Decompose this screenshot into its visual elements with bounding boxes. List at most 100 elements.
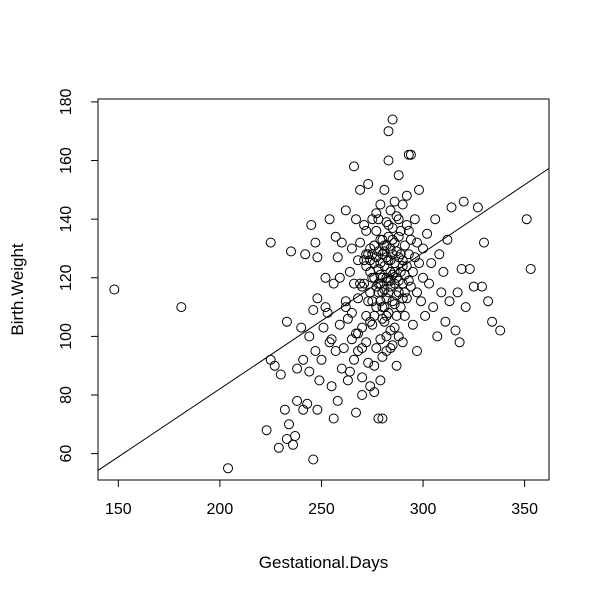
- data-point: [387, 234, 398, 245]
- data-point: [403, 275, 414, 286]
- data-point: [440, 316, 451, 327]
- y-tick-label: 140: [58, 206, 75, 233]
- data-point: [353, 255, 363, 266]
- data-point: [281, 434, 292, 444]
- x-axis: 150 200 250 300 350: [105, 479, 538, 518]
- data-point: [379, 246, 390, 257]
- data-point: [414, 184, 424, 195]
- data-point: [483, 296, 494, 307]
- data-point: [420, 310, 431, 321]
- data-point: [472, 202, 483, 213]
- data-point: [487, 316, 498, 327]
- data-point: [432, 331, 443, 342]
- data-point: [403, 249, 414, 260]
- data-point: [334, 272, 345, 283]
- data-point: [308, 454, 319, 465]
- regression-line: [97, 167, 550, 471]
- data-point: [418, 272, 428, 283]
- data-point: [405, 281, 416, 292]
- data-point: [389, 266, 400, 277]
- data-point: [477, 281, 487, 292]
- x-axis-label: Gestational.Days: [259, 553, 388, 572]
- data-point: [324, 214, 335, 225]
- data-point: [412, 237, 422, 248]
- data-point: [300, 249, 311, 260]
- data-point: [456, 264, 467, 274]
- data-point: [373, 413, 384, 424]
- data-point: [391, 211, 402, 222]
- data-point: [346, 243, 357, 254]
- data-point: [330, 231, 341, 242]
- data-point: [365, 266, 376, 277]
- data-point: [320, 272, 331, 283]
- data-point: [261, 425, 272, 436]
- data-point: [275, 369, 286, 380]
- data-point: [377, 313, 388, 324]
- data-point: [397, 261, 408, 272]
- data-point: [416, 296, 426, 307]
- data-point: [269, 360, 280, 371]
- data-point: [403, 225, 414, 236]
- data-point: [436, 287, 447, 298]
- y-axis: 60 80 100 120 140 160 180: [58, 88, 99, 463]
- data-point: [357, 390, 368, 400]
- data-point: [452, 287, 463, 298]
- data-point: [332, 395, 343, 406]
- data-point: [109, 284, 120, 295]
- y-tick-label: 60: [58, 445, 75, 463]
- data-point: [401, 220, 412, 230]
- data-point: [393, 214, 404, 225]
- data-point: [405, 149, 416, 160]
- data-point: [385, 325, 396, 336]
- y-tick-label: 180: [58, 88, 75, 115]
- data-point: [359, 255, 370, 266]
- data-point: [385, 275, 396, 286]
- data-point: [424, 278, 435, 289]
- data-point: [375, 334, 386, 345]
- data-point: [428, 302, 439, 313]
- data-point: [458, 196, 469, 207]
- data-point: [284, 419, 294, 430]
- data-point: [306, 220, 317, 230]
- data-point: [357, 343, 368, 354]
- x-tick-label: 150: [105, 501, 132, 518]
- y-tick-label: 100: [58, 323, 75, 350]
- data-point: [340, 205, 351, 216]
- data-point: [265, 237, 276, 248]
- data-point: [446, 202, 457, 213]
- data-point: [379, 184, 390, 195]
- data-point: [346, 307, 357, 318]
- data-point: [393, 170, 404, 181]
- data-point: [387, 340, 398, 351]
- data-point: [296, 322, 307, 333]
- data-point: [389, 299, 400, 310]
- data-point: [387, 114, 398, 125]
- data-point: [304, 331, 315, 342]
- data-point: [369, 240, 380, 251]
- data-point: [344, 366, 355, 377]
- data-point: [381, 346, 392, 356]
- data-point: [381, 217, 392, 228]
- data-point: [495, 325, 506, 336]
- data-point: [310, 237, 321, 248]
- data-point: [349, 161, 359, 172]
- data-point: [409, 214, 420, 225]
- data-point: [399, 287, 410, 298]
- y-tick-label: 160: [58, 147, 75, 174]
- data-point: [371, 343, 382, 354]
- data-point: [375, 375, 386, 386]
- y-tick-label: 80: [58, 386, 75, 404]
- data-point: [365, 287, 376, 298]
- data-point: [290, 431, 301, 441]
- data-point: [397, 293, 408, 304]
- data-point: [383, 287, 394, 298]
- data-point: [338, 343, 349, 354]
- data-point: [308, 305, 319, 315]
- data-point: [326, 381, 337, 392]
- data-point: [414, 258, 424, 269]
- data-point: [379, 316, 390, 327]
- data-point: [355, 278, 366, 289]
- data-point: [393, 331, 404, 342]
- data-point: [385, 205, 396, 216]
- data-point: [312, 404, 323, 415]
